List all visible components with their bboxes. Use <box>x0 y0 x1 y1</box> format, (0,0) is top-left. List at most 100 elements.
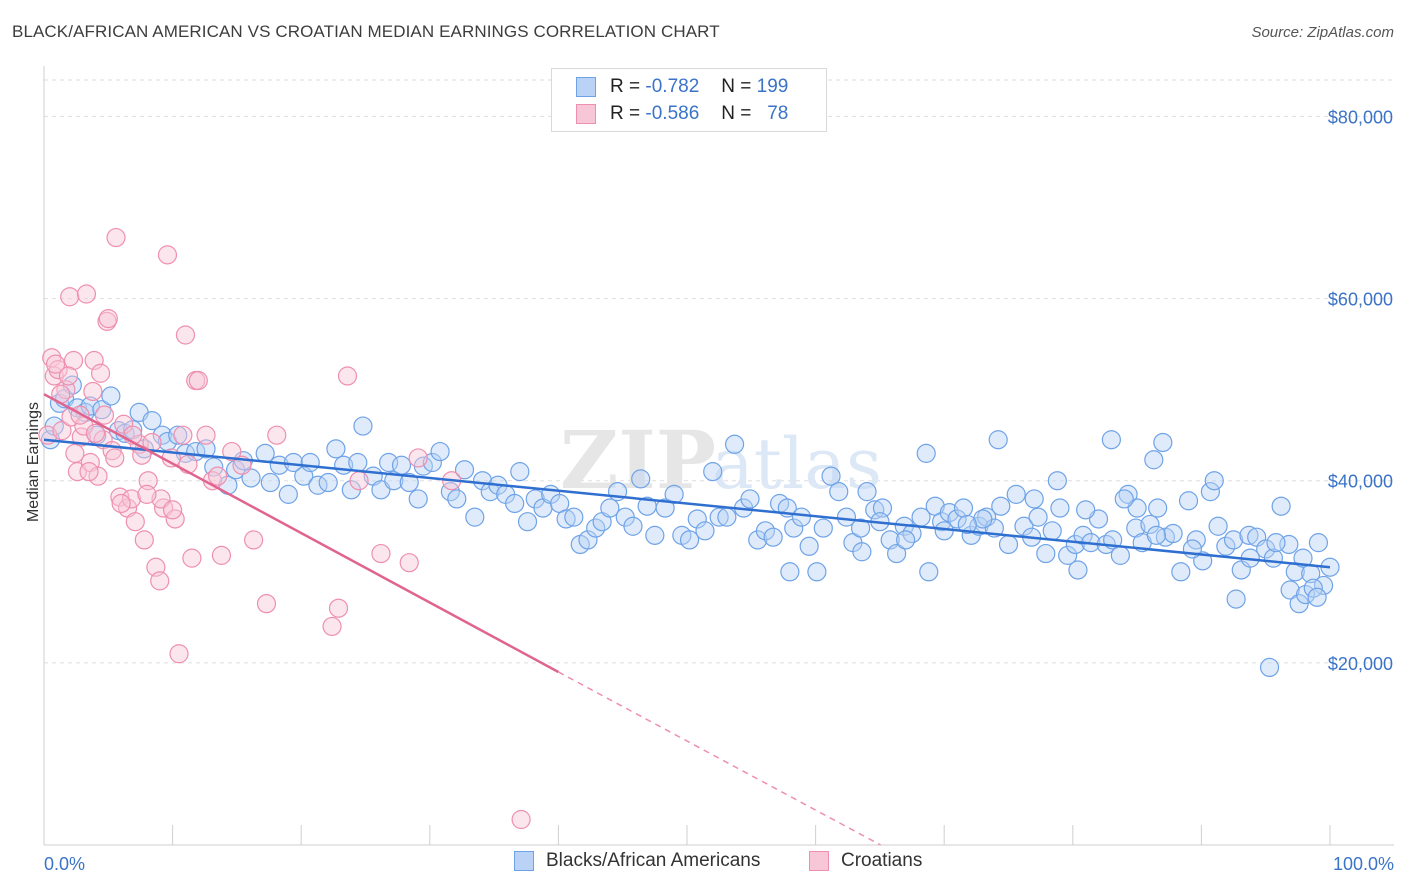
point-blacks <box>196 439 216 459</box>
point-blacks <box>1308 533 1329 553</box>
point-blacks <box>1171 562 1191 582</box>
point-blacks <box>101 386 121 406</box>
point-blacks <box>687 509 707 529</box>
point-blacks <box>472 471 493 491</box>
point-blacks <box>1259 657 1280 678</box>
point-croatians <box>60 287 80 307</box>
point-croatians <box>182 548 202 568</box>
legend: R = -0.782 N = 199 R = -0.586 N = 78 <box>551 68 827 132</box>
point-croatians <box>76 284 97 304</box>
point-blacks <box>740 489 760 509</box>
point-croatians <box>163 500 183 520</box>
point-blacks <box>991 496 1011 516</box>
legend-swatch-croatians <box>576 104 596 124</box>
point-croatians <box>58 366 79 386</box>
point-blacks <box>799 536 819 556</box>
point-croatians <box>337 366 358 386</box>
y-tick-label: $80,000 <box>1328 107 1393 127</box>
point-blacks <box>645 525 665 545</box>
point-blacks <box>709 507 729 527</box>
point-blacks <box>947 509 967 529</box>
point-croatians <box>267 425 287 445</box>
point-croatians <box>90 363 111 383</box>
point-blacks <box>142 411 162 431</box>
bottom-legend-blacks: Blacks/African Americans <box>514 850 760 872</box>
bottom-legend-label-blacks: Blacks/African Americans <box>546 850 761 871</box>
point-blacks <box>1144 450 1164 470</box>
source-label: Source: ZipAtlas.com <box>1251 24 1394 41</box>
point-blacks <box>1076 500 1096 520</box>
bottom-legend-croatians: Croatians <box>809 850 922 872</box>
point-blacks <box>465 507 485 527</box>
point-blacks <box>1042 521 1062 541</box>
point-blacks <box>763 527 783 547</box>
point-blacks <box>695 521 715 541</box>
point-blacks <box>1050 498 1070 518</box>
point-croatians <box>106 227 126 248</box>
point-croatians <box>188 370 208 391</box>
point-blacks <box>1226 589 1246 609</box>
point-croatians <box>150 571 170 591</box>
point-blacks <box>1114 489 1134 509</box>
point-blacks <box>1208 516 1228 536</box>
y-tick-label: $60,000 <box>1328 290 1393 310</box>
point-croatians <box>121 489 142 509</box>
point-blacks <box>851 518 871 538</box>
point-croatians <box>125 512 145 532</box>
point-blacks <box>1068 560 1088 580</box>
point-blacks <box>1110 545 1130 565</box>
point-blacks <box>1036 543 1056 564</box>
y-tick-label: $40,000 <box>1328 472 1393 492</box>
x-tick-label-min: 0.0% <box>44 854 85 874</box>
point-blacks <box>447 489 467 509</box>
point-blacks <box>957 514 977 535</box>
point-blacks <box>255 443 275 463</box>
legend-n-value: 78 <box>767 103 789 124</box>
point-blacks <box>1163 523 1183 544</box>
point-blacks <box>780 562 800 582</box>
point-croatians <box>52 421 72 441</box>
point-blacks <box>1140 514 1160 535</box>
point-blacks <box>1006 484 1026 504</box>
point-croatians <box>83 381 103 402</box>
point-blacks <box>784 518 804 538</box>
point-croatians <box>175 325 196 345</box>
point-blacks <box>1148 498 1168 518</box>
legend-row-blacks: R = -0.782 N = 199 <box>576 74 788 100</box>
point-blacks <box>896 530 916 550</box>
point-blacks <box>422 452 442 473</box>
point-blacks <box>852 542 872 562</box>
point-blacks <box>1271 496 1291 516</box>
watermark-zip: ZIP <box>560 413 716 507</box>
point-blacks <box>1204 471 1224 491</box>
point-croatians <box>134 530 154 550</box>
point-blacks <box>939 502 959 523</box>
point-croatians <box>371 543 391 564</box>
point-croatians <box>349 471 369 491</box>
y-axis-label: Median Earnings <box>25 402 42 522</box>
legend-r-label: R = <box>610 76 641 97</box>
point-blacks <box>399 472 419 493</box>
point-croatians <box>105 448 125 468</box>
point-blacks <box>278 484 298 504</box>
point-croatians <box>208 466 228 486</box>
point-blacks <box>1153 432 1173 453</box>
point-croatians <box>65 443 85 463</box>
point-blacks <box>391 455 412 475</box>
point-blacks <box>454 460 475 480</box>
axes <box>43 66 1394 846</box>
point-blacks <box>269 455 289 475</box>
point-blacks <box>1307 587 1327 607</box>
point-blacks <box>836 507 857 527</box>
bottom-legend-label-croatians: Croatians <box>841 850 923 871</box>
point-croatians <box>137 484 157 504</box>
point-croatians <box>88 466 108 486</box>
point-croatians <box>98 309 118 329</box>
point-croatians <box>328 598 349 618</box>
point-blacks <box>724 434 745 454</box>
point-blacks <box>578 530 598 550</box>
point-croatians <box>79 462 99 482</box>
point-blacks <box>988 430 1008 450</box>
point-blacks <box>384 471 404 491</box>
